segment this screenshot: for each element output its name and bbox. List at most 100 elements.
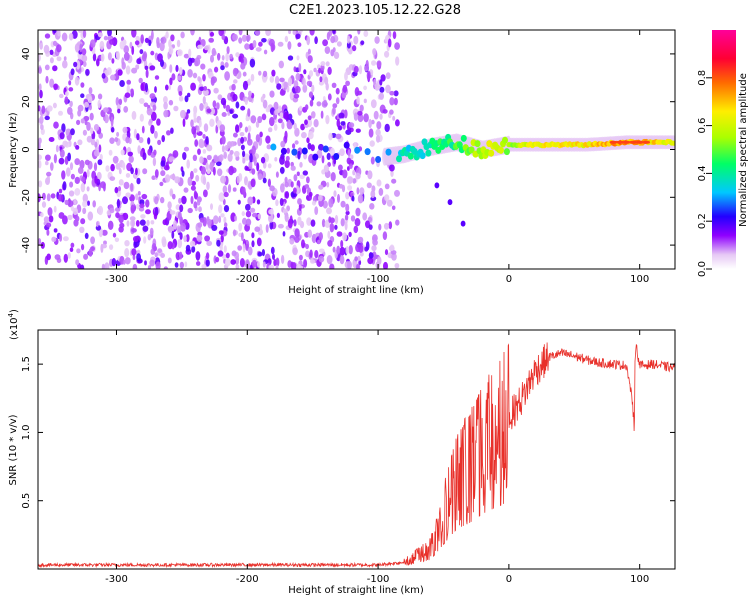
noise-blob <box>313 119 319 128</box>
noise-blob <box>357 255 361 262</box>
signal-blob <box>474 140 481 148</box>
noise-blob <box>389 97 395 106</box>
noise-blob <box>286 147 291 154</box>
noise-blob <box>393 97 398 106</box>
noise-blob <box>168 84 172 91</box>
noise-blob <box>272 253 275 260</box>
noise-blob <box>81 54 88 63</box>
noise-blob <box>280 140 286 148</box>
noise-blob <box>75 145 80 150</box>
noise-blob <box>68 87 74 92</box>
noise-blob <box>97 99 101 109</box>
noise-blob <box>353 112 358 121</box>
noise-blob <box>265 106 270 113</box>
noise-blob <box>340 200 346 208</box>
noise-blob <box>336 245 341 255</box>
noise-blob <box>268 264 275 269</box>
chart-title: C2E1.2023.105.12.22.G28 <box>289 3 461 18</box>
noise-blob <box>126 220 130 227</box>
noise-blob <box>276 83 282 90</box>
noise-blob <box>178 95 184 102</box>
noise-blob <box>187 92 191 98</box>
noise-blob <box>210 54 214 63</box>
noise-blob <box>124 240 130 247</box>
noise-blob <box>248 90 252 97</box>
noise-blob <box>143 102 149 108</box>
noise-blob <box>204 235 211 242</box>
noise-blob <box>184 261 188 268</box>
noise-blob <box>82 129 87 136</box>
noise-blob <box>137 191 141 196</box>
noise-blob <box>356 187 360 195</box>
noise-blob <box>178 91 183 96</box>
x-tick-label: -300 <box>105 274 128 285</box>
noise-blob <box>159 181 164 187</box>
noise-blob <box>269 116 275 127</box>
noise-blob <box>329 147 335 156</box>
noise-blob <box>392 115 396 121</box>
noise-blob <box>58 212 65 219</box>
noise-blob <box>294 228 300 238</box>
noise-blob <box>357 110 363 116</box>
noise-blob <box>196 125 200 133</box>
noise-blob <box>242 217 247 225</box>
noise-blob <box>177 211 182 220</box>
noise-blob <box>346 35 351 44</box>
noise-blob <box>183 235 187 243</box>
noise-blob <box>199 86 205 92</box>
noise-blob <box>394 189 400 197</box>
noise-blob <box>301 239 305 249</box>
noise-blob <box>141 125 145 134</box>
noise-blob <box>338 112 345 119</box>
noise-blob <box>149 65 156 71</box>
noise-blob <box>154 86 157 93</box>
noise-blob <box>81 243 85 251</box>
noise-blob <box>184 95 189 103</box>
noise-blob <box>88 104 92 111</box>
noise-blob <box>239 122 243 129</box>
noise-blob <box>352 169 356 176</box>
noise-blob <box>221 254 227 260</box>
noise-blob <box>378 92 384 100</box>
noise-blob <box>208 37 214 43</box>
noise-blob <box>125 65 131 75</box>
noise-blob <box>348 163 353 170</box>
noise-blob <box>327 240 333 247</box>
noise-blob <box>61 170 66 180</box>
noise-blob <box>62 140 68 147</box>
noise-blob <box>277 118 283 124</box>
noise-blob <box>242 186 246 196</box>
signal-blob <box>301 147 308 155</box>
noise-blob <box>265 135 271 144</box>
noise-blob <box>68 190 75 197</box>
noise-blob <box>229 141 236 147</box>
noise-blob <box>147 148 152 156</box>
noise-blob <box>52 40 58 47</box>
noise-blob <box>110 127 115 133</box>
noise-blob <box>368 118 372 129</box>
noise-blob <box>306 217 312 226</box>
noise-blob <box>231 83 236 91</box>
noise-blob <box>234 215 238 222</box>
noise-blob <box>110 74 116 81</box>
x-tick-label: 0 <box>506 574 512 585</box>
noise-blob <box>229 150 234 155</box>
noise-blob <box>395 219 400 226</box>
noise-blob <box>235 52 240 58</box>
noise-blob <box>209 31 215 37</box>
noise-blob <box>157 248 162 254</box>
noise-blob <box>283 81 289 89</box>
noise-blob <box>188 48 192 58</box>
noise-blob <box>213 155 219 163</box>
signal-core <box>622 140 631 144</box>
noise-blob <box>156 41 161 49</box>
noise-blob <box>125 173 131 178</box>
noise-blob <box>115 97 120 106</box>
y-tick-label: 1.5 <box>21 356 32 372</box>
noise-blob <box>97 93 103 100</box>
noise-blob <box>70 205 74 212</box>
noise-blob <box>191 245 196 253</box>
noise-blob <box>51 236 57 242</box>
noise-blob <box>251 145 256 155</box>
noise-blob <box>293 93 300 99</box>
